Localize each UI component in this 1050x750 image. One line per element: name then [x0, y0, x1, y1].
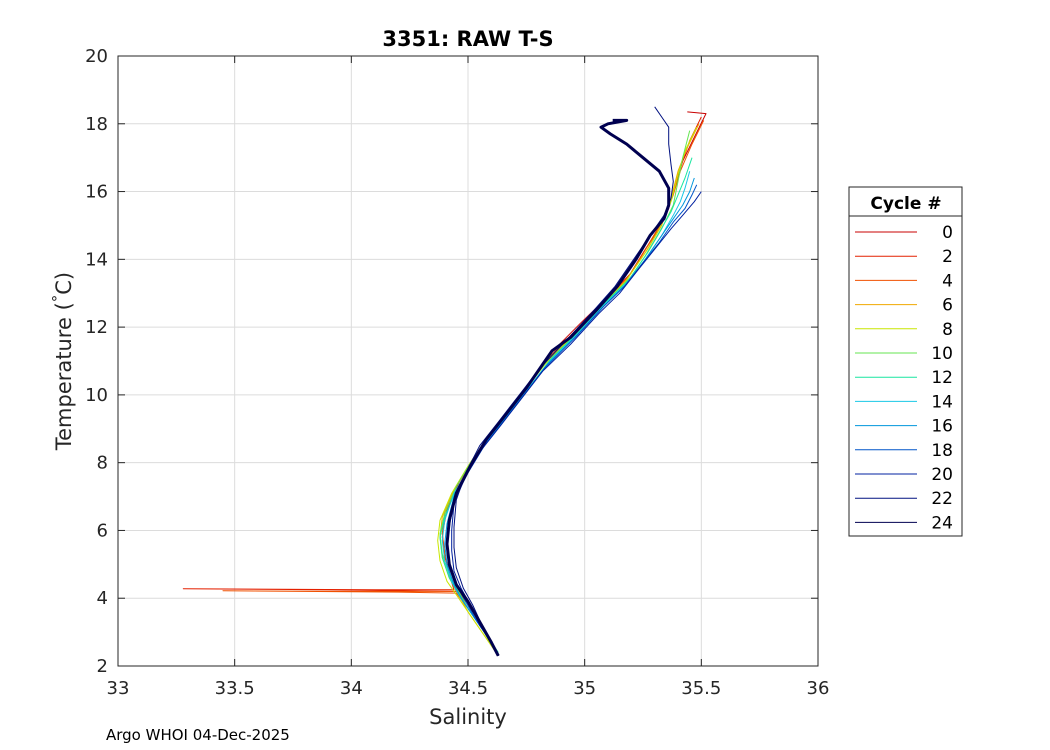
legend-box [848, 186, 963, 537]
y-tick-label: 10 [85, 385, 108, 406]
x-tick-label: 35.5 [681, 678, 721, 699]
y-tick-label: 12 [85, 317, 108, 338]
y-axis-degree-symbol: ° [49, 295, 67, 303]
legend-label-10: 10 [931, 344, 953, 364]
y-tick-label: 2 [97, 656, 108, 677]
y-axis-label: Temperature (°C) [49, 272, 76, 451]
legend-label-8: 8 [942, 320, 953, 340]
legend-label-12: 12 [931, 368, 953, 388]
y-axis-label-unit: C) [52, 272, 76, 295]
legend-label-4: 4 [942, 271, 953, 291]
legend-label-18: 18 [931, 441, 953, 461]
y-tick-label: 6 [97, 520, 108, 541]
y-axis-label-group: Temperature (°C) [49, 272, 76, 451]
tick-layer: 33 33.5 34 34.5 35 35.5 36 2 4 6 8 10 12 14 16 18 20 [85, 46, 829, 699]
legend-label-2: 2 [942, 247, 953, 267]
y-tick-label: 16 [85, 182, 108, 203]
y-tick-label: 8 [97, 453, 108, 474]
legend-title: Cycle # [870, 194, 941, 214]
legend-label-14: 14 [931, 392, 953, 412]
legend-label-0: 0 [942, 223, 953, 243]
legend-label-24: 24 [931, 513, 953, 533]
y-tick-label: 14 [85, 249, 108, 270]
chart-title: 3351: RAW T-S [382, 27, 553, 51]
footer-credit: Argo WHOI 04-Dec-2025 [106, 726, 290, 744]
x-tick-label: 35 [573, 678, 596, 699]
y-tick-label: 20 [85, 46, 108, 67]
series-line-cycle-12 [445, 118, 671, 657]
y-tick-label: 18 [85, 114, 108, 135]
x-axis-label: Salinity [429, 705, 507, 729]
x-tick-label: 33 [107, 678, 130, 699]
legend-label-20: 20 [931, 465, 953, 485]
x-tick-label: 34.5 [448, 678, 488, 699]
legend-label-6: 6 [942, 296, 953, 316]
x-tick-label: 33.5 [215, 678, 255, 699]
x-tick-label: 36 [807, 678, 830, 699]
x-tick-label: 34 [340, 678, 363, 699]
series-layer [182, 106, 707, 657]
y-tick-label: 4 [97, 588, 108, 609]
legend-label-16: 16 [931, 417, 953, 437]
y-axis-label-main: Temperature ( [52, 302, 76, 451]
legend-label-22: 22 [931, 489, 953, 509]
